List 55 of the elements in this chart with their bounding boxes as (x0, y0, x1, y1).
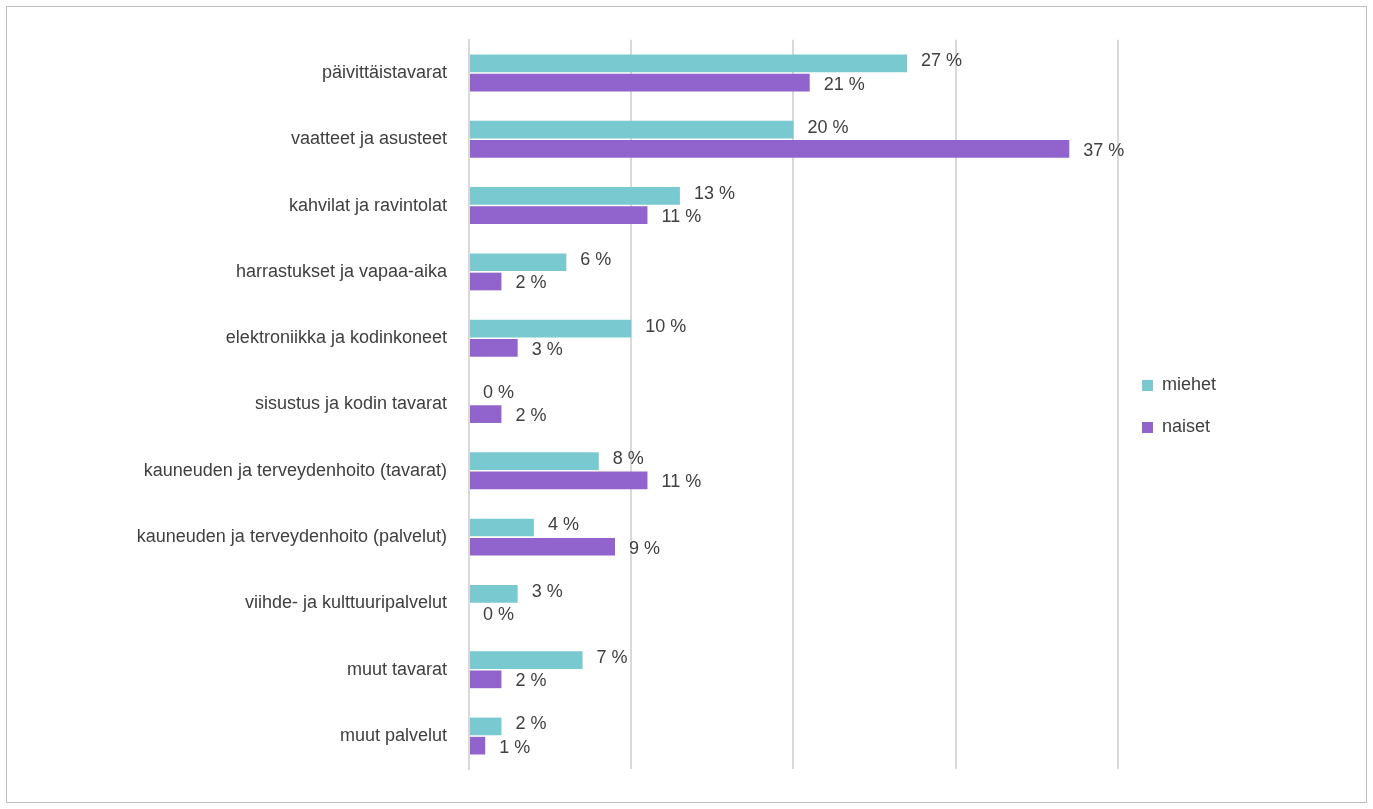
y-tick-label: viihde- ja kulttuuripalvelut (244, 592, 447, 613)
bar (470, 452, 599, 471)
bar (470, 54, 908, 73)
bar (470, 736, 486, 755)
bar (470, 717, 502, 736)
bar (470, 187, 680, 205)
data-label: 4 % (547, 514, 579, 535)
bar (470, 338, 518, 357)
data-label: 27 % (921, 50, 963, 71)
data-label: 20 % (807, 116, 849, 137)
bar (470, 120, 794, 139)
y-tick-label: muut palvelut (339, 725, 447, 746)
bar (470, 319, 632, 338)
data-label: 0 % (483, 381, 515, 402)
y-tick-label: harrastukset ja vapaa-aika (235, 260, 448, 281)
y-tick-label: kauneuden ja terveydenhoito (tavarat) (143, 459, 447, 480)
y-tick-label: vaatteet ja asusteet (290, 128, 447, 149)
data-label: 2 % (515, 405, 547, 426)
bar (470, 651, 583, 669)
data-label: 11 % (661, 206, 702, 227)
data-label: 3 % (531, 580, 563, 601)
bar (470, 253, 567, 272)
data-label: 2 % (515, 670, 547, 691)
data-label: 9 % (629, 537, 661, 558)
data-label: 13 % (693, 182, 735, 203)
bar (470, 140, 1070, 158)
legend-label: naiset (1161, 416, 1211, 437)
data-label: 10 % (645, 315, 687, 336)
y-tick-label: elektroniikka ja kodinkoneet (225, 327, 447, 348)
data-label: 0 % (483, 604, 515, 625)
bar (470, 73, 810, 92)
y-tick-label: sisustus ja kodin tavarat (254, 393, 447, 414)
y-tick-label: päivittäistavarat (321, 61, 447, 82)
data-label: 6 % (580, 249, 612, 270)
data-label: 2 % (515, 272, 547, 293)
bar (470, 670, 502, 689)
y-tick-label: muut tavarat (346, 658, 447, 679)
data-label: 37 % (1083, 139, 1125, 160)
data-label: 21 % (823, 73, 865, 94)
y-tick-label: kauneuden ja terveydenhoito (palvelut) (136, 526, 447, 547)
bar (470, 471, 648, 490)
data-label: 1 % (499, 736, 531, 757)
bar (470, 405, 502, 423)
data-label: 11 % (661, 471, 702, 492)
bar (470, 584, 518, 603)
legend-label: miehet (1161, 374, 1216, 395)
data-label: 8 % (612, 448, 644, 469)
data-label: 7 % (596, 647, 628, 668)
data-label: 2 % (515, 713, 547, 734)
data-label: 3 % (531, 338, 563, 359)
bar (470, 272, 502, 291)
y-tick-label: kahvilat ja ravintolat (288, 194, 447, 215)
bar (470, 537, 616, 556)
bar (470, 206, 648, 225)
bar (470, 518, 534, 537)
